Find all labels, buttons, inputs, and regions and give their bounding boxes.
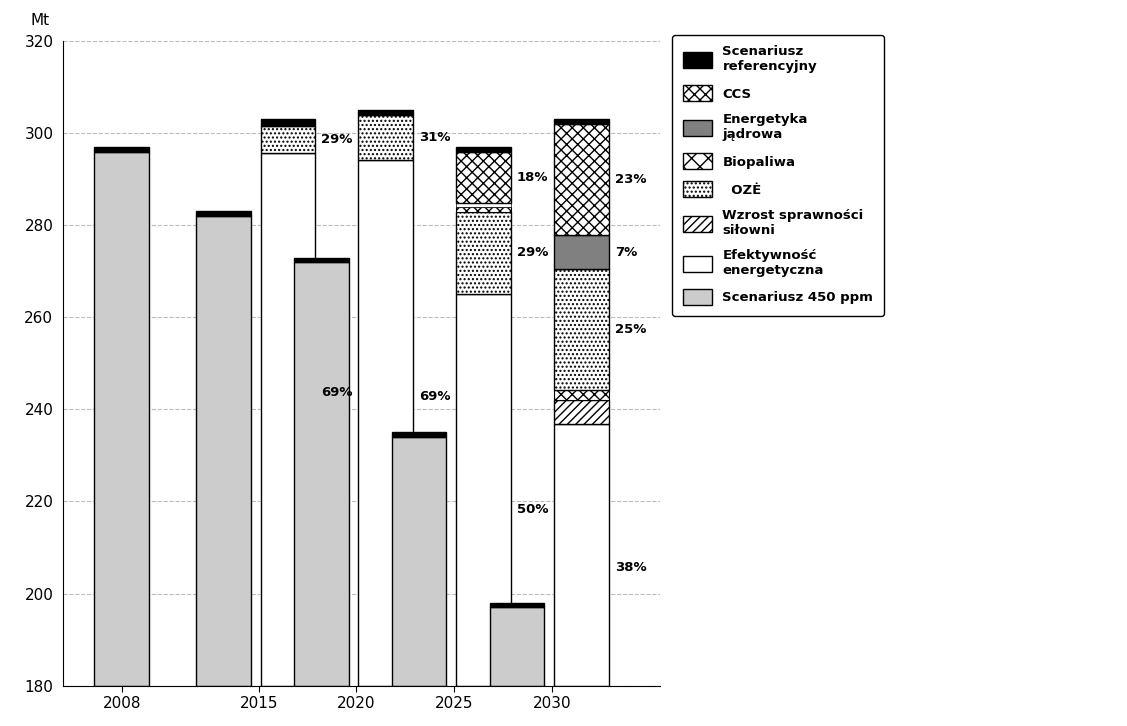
Bar [260, 152, 316, 685]
Bar [392, 433, 446, 437]
Bar [554, 120, 609, 124]
Text: 50%: 50% [517, 503, 549, 516]
Bar [489, 603, 544, 608]
Bar [358, 110, 414, 115]
Bar [554, 399, 609, 424]
Bar [95, 152, 149, 685]
Bar [260, 126, 316, 152]
Text: 29%: 29% [517, 246, 548, 259]
Bar [456, 203, 511, 208]
Text: 69%: 69% [419, 391, 451, 403]
Bar [294, 262, 348, 685]
Bar [456, 211, 511, 294]
Text: 31%: 31% [419, 131, 451, 144]
Text: Mt: Mt [30, 13, 50, 28]
Legend: Scenariusz
referencyjny, CCS, Energetyka
jądrowa, Biopaliwa,   OZĖ, Wzrost spraw: Scenariusz referencyjny, CCS, Energetyka… [673, 35, 884, 316]
Text: 23%: 23% [614, 173, 646, 186]
Text: 29%: 29% [321, 133, 353, 146]
Bar [95, 147, 149, 152]
Bar [554, 235, 609, 269]
Bar [358, 115, 414, 160]
Bar [456, 147, 511, 152]
Text: 69%: 69% [321, 386, 353, 399]
Bar [456, 208, 511, 211]
Bar [554, 269, 609, 390]
Bar [358, 160, 414, 685]
Text: 25%: 25% [614, 323, 646, 336]
Bar [196, 211, 251, 216]
Bar [489, 608, 544, 685]
Bar [456, 152, 511, 203]
Bar [260, 120, 316, 126]
Bar [554, 390, 609, 399]
Bar [196, 216, 251, 685]
Bar [554, 124, 609, 235]
Text: 7%: 7% [614, 245, 637, 258]
Bar [456, 294, 511, 685]
Bar [554, 424, 609, 685]
Bar [294, 258, 348, 262]
Bar [392, 437, 446, 685]
Text: 38%: 38% [614, 561, 646, 574]
Text: 18%: 18% [517, 171, 549, 184]
